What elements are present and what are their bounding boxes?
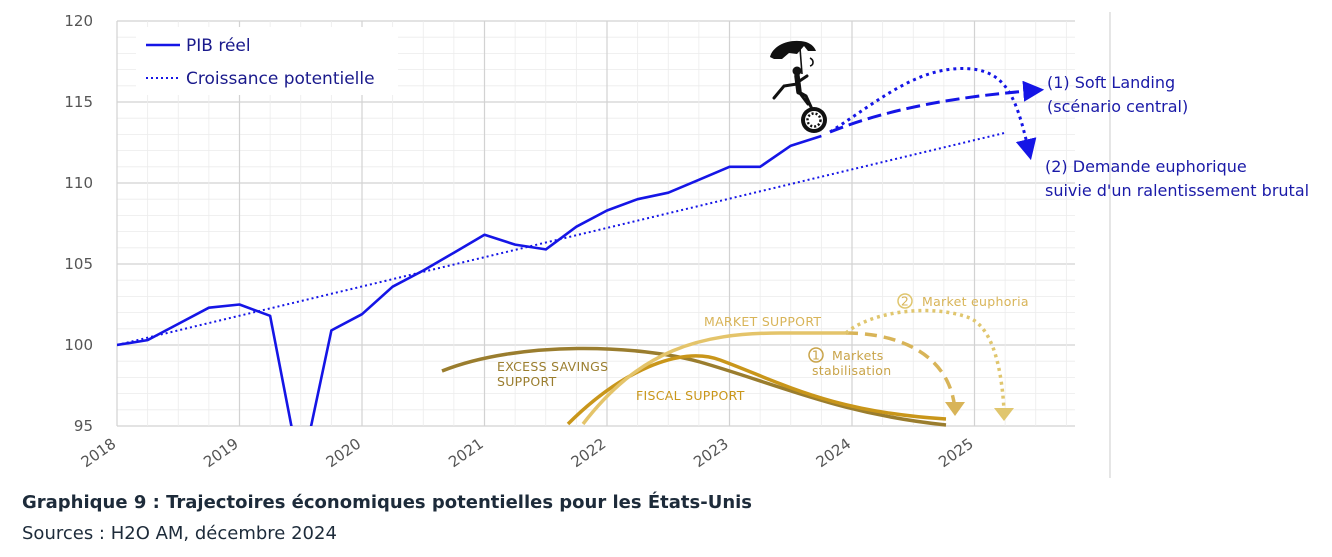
y-tick-label: 100 xyxy=(64,336,93,354)
y-tick-label: 115 xyxy=(64,93,93,111)
markets-stabilisation-label-2: stabilisation xyxy=(812,363,891,378)
euphoria-label-2: suivie d'un ralentissement brutal xyxy=(1045,181,1309,200)
x-tick-label: 2024 xyxy=(813,435,855,472)
legend-label-croissance: Croissance potentielle xyxy=(186,69,375,89)
market-euphoria-label: Market euphoria xyxy=(922,294,1029,309)
x-tick-label: 2019 xyxy=(200,435,242,472)
annotation-2-number: 2 xyxy=(901,294,909,309)
excess-savings-label-2: SUPPORT xyxy=(497,374,557,389)
scenario-labels: (1) Soft Landing (scénario central) (2) … xyxy=(1045,73,1309,200)
y-tick-label: 105 xyxy=(64,255,93,273)
excess-savings-curve xyxy=(441,346,947,427)
markets-stabilisation-arrowhead xyxy=(945,402,965,416)
soft-landing-label-1: (1) Soft Landing xyxy=(1047,73,1175,92)
annotation-2-circle xyxy=(897,293,913,309)
market-euphoria-arrowhead xyxy=(994,408,1014,421)
euphoria-path xyxy=(829,67,1037,161)
umbrella-canopy xyxy=(770,40,816,59)
market-support-label: MARKET SUPPORT xyxy=(704,314,821,329)
soft-landing-label-2: (scénario central) xyxy=(1047,97,1188,116)
markets-stabilisation-label-1: Markets xyxy=(832,348,884,363)
y-tick-label: 120 xyxy=(64,12,93,30)
legend-background xyxy=(136,27,398,95)
x-tick-label: 2020 xyxy=(323,435,365,472)
scenario-paths xyxy=(829,67,1045,161)
legend: PIB réel Croissance potentielle xyxy=(136,27,398,95)
series-line-0 xyxy=(117,134,822,426)
excess-savings-label-1: EXCESS SAVINGS xyxy=(497,359,608,374)
figure-caption-source: Sources : H2O AM, décembre 2024 xyxy=(22,523,337,544)
series-lines xyxy=(117,131,1006,426)
rider-head xyxy=(792,66,802,76)
x-tick-label: 2022 xyxy=(568,435,610,472)
unicyclist-figure xyxy=(770,40,827,133)
market-support-curve xyxy=(581,331,846,426)
x-tick-label: 2025 xyxy=(935,435,977,472)
x-tick-label: 2018 xyxy=(78,435,120,472)
euphoria-label-1: (2) Demande euphorique xyxy=(1045,157,1247,176)
annotation-1-circle xyxy=(808,347,824,363)
legend-label-pib-reel: PIB réel xyxy=(186,36,251,56)
soft-landing-path xyxy=(829,80,1045,134)
support-curves: EXCESS SAVINGS SUPPORT FISCAL SUPPORT MA… xyxy=(441,293,1029,427)
y-tick-label: 95 xyxy=(74,417,93,435)
figure-caption-title: Graphique 9 : Trajectoires économiques p… xyxy=(22,492,753,513)
chart-area: EXCESS SAVINGS SUPPORT FISCAL SUPPORT MA… xyxy=(64,12,1309,478)
x-tick-label: 2023 xyxy=(690,435,732,472)
fiscal-support-label: FISCAL SUPPORT xyxy=(636,388,745,403)
series-line-1 xyxy=(117,131,1006,346)
x-tick-label: 2021 xyxy=(445,435,487,472)
market-euphoria-path xyxy=(844,308,1006,411)
annotation-1-number: 1 xyxy=(812,348,820,363)
y-tick-label: 110 xyxy=(64,174,93,192)
